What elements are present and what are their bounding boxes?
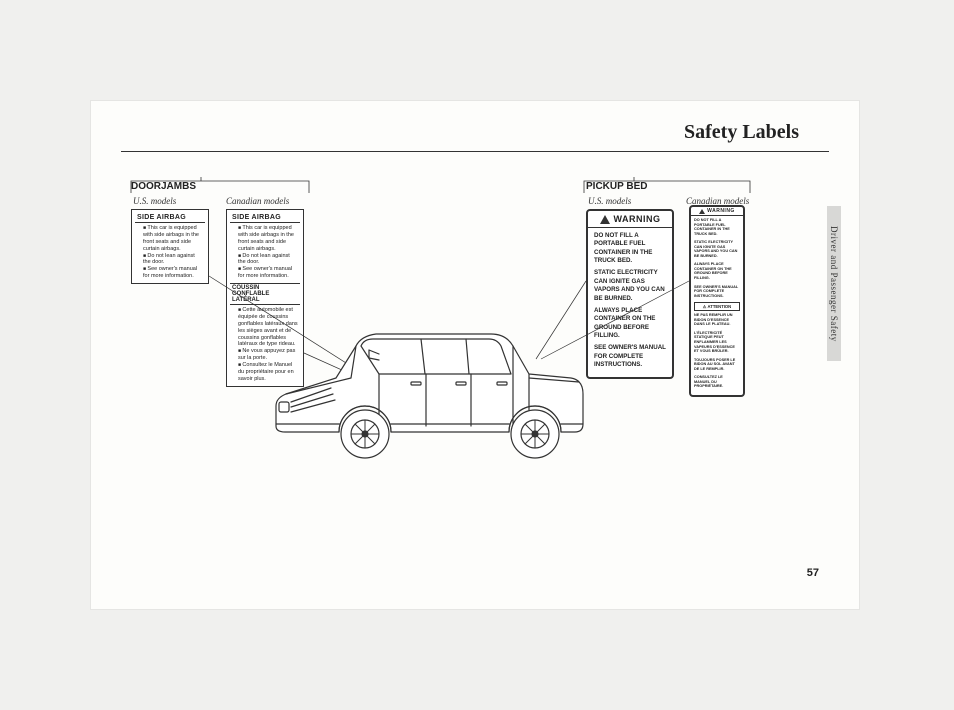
warning-us-label: WARNING DO NOT FILL A PORTABLE FUEL CONT… [586, 209, 674, 379]
warning-us-header: WARNING [588, 211, 672, 228]
warning-us-heading-text: WARNING [614, 214, 661, 224]
warning-ca-heading-text: WARNING [707, 208, 735, 214]
warning-line: ALWAYS PLACE CONTAINER ON THE GROUND BEF… [694, 262, 740, 280]
doorjambs-heading: DOORJAMBS [131, 181, 196, 192]
truck-illustration [261, 306, 591, 486]
side-airbag-us-label: SIDE AIRBAG This car is equipped with si… [131, 209, 209, 284]
warning-line: ALWAYS PLACE CONTAINER ON THE GROUND BEF… [594, 307, 666, 340]
warning-line: STATIC ELECTRICITY CAN IGNITE GAS VAPORS… [694, 240, 740, 258]
page-title: Safety Labels [684, 121, 799, 144]
manual-page: Safety Labels DOORJAMBS U.S. models Cana… [90, 100, 860, 610]
warning-us-body: DO NOT FILL A PORTABLE FUEL CONTAINER IN… [588, 228, 672, 377]
title-rule [121, 151, 829, 152]
warning-line: CONSULTEZ LE MANUEL DU PROPRIÉTAIRE. [694, 375, 740, 389]
side-airbag-us-header: SIDE AIRBAG [135, 213, 205, 223]
bullet: Do not lean against the door. [143, 253, 203, 267]
side-airbag-ca-header: SIDE AIRBAG [230, 213, 300, 223]
warning-triangle-icon [600, 215, 610, 224]
warning-ca-header: WARNING [691, 207, 743, 216]
pickupbed-heading: PICKUP BED [586, 181, 648, 192]
warning-line: DO NOT FILL A PORTABLE FUEL CONTAINER IN… [694, 218, 740, 236]
warning-triangle-icon [699, 209, 705, 214]
warning-line: DO NOT FILL A PORTABLE FUEL CONTAINER IN… [594, 232, 666, 265]
side-airbag-ca-subheader: COUSSIN GONFLABLE LATÉRAL [230, 283, 300, 305]
bullet: Do not lean against the door. [238, 253, 298, 267]
warning-line: SEE OWNER'S MANUAL FOR COMPLETE INSTRUCT… [694, 285, 740, 299]
warning-line: L'ÉLECTRICITÉ STATIQUE PEUT ENFLAMMER LE… [694, 331, 740, 354]
side-airbag-ca-body-en: This car is equipped with side airbags i… [230, 225, 300, 280]
doorjambs-ca-label: Canadian models [226, 196, 289, 206]
warning-ca-body: DO NOT FILL A PORTABLE FUEL CONTAINER IN… [691, 216, 743, 395]
warning-ca-label: WARNING DO NOT FILL A PORTABLE FUEL CONT… [689, 205, 745, 397]
bullet: See owner's manual for more information. [238, 266, 298, 280]
section-sidetab-text: Driver and Passenger Safety [829, 226, 839, 342]
attention-box: ⚠ ATTENTION [694, 302, 740, 311]
warning-line: TOUJOURS POSER LE BIDON AU SOL AVANT DE … [694, 358, 740, 372]
doorjambs-us-label: U.S. models [133, 196, 176, 206]
side-airbag-us-body: This car is equipped with side airbags i… [135, 225, 205, 280]
pickupbed-us-label: U.S. models [588, 196, 631, 206]
warning-line: SEE OWNER'S MANUAL FOR COMPLETE INSTRUCT… [594, 344, 666, 369]
bullet: See owner's manual for more information. [143, 266, 203, 280]
warning-line: NE PAS REMPLIR UN BIDON D'ESSENCE DANS L… [694, 313, 740, 327]
section-sidetab: Driver and Passenger Safety [827, 206, 841, 361]
bullet: This car is equipped with side airbags i… [238, 225, 298, 253]
page-number: 57 [807, 567, 819, 579]
bullet: This car is equipped with side airbags i… [143, 225, 203, 253]
warning-line: STATIC ELECTRICITY CAN IGNITE GAS VAPORS… [594, 269, 666, 302]
